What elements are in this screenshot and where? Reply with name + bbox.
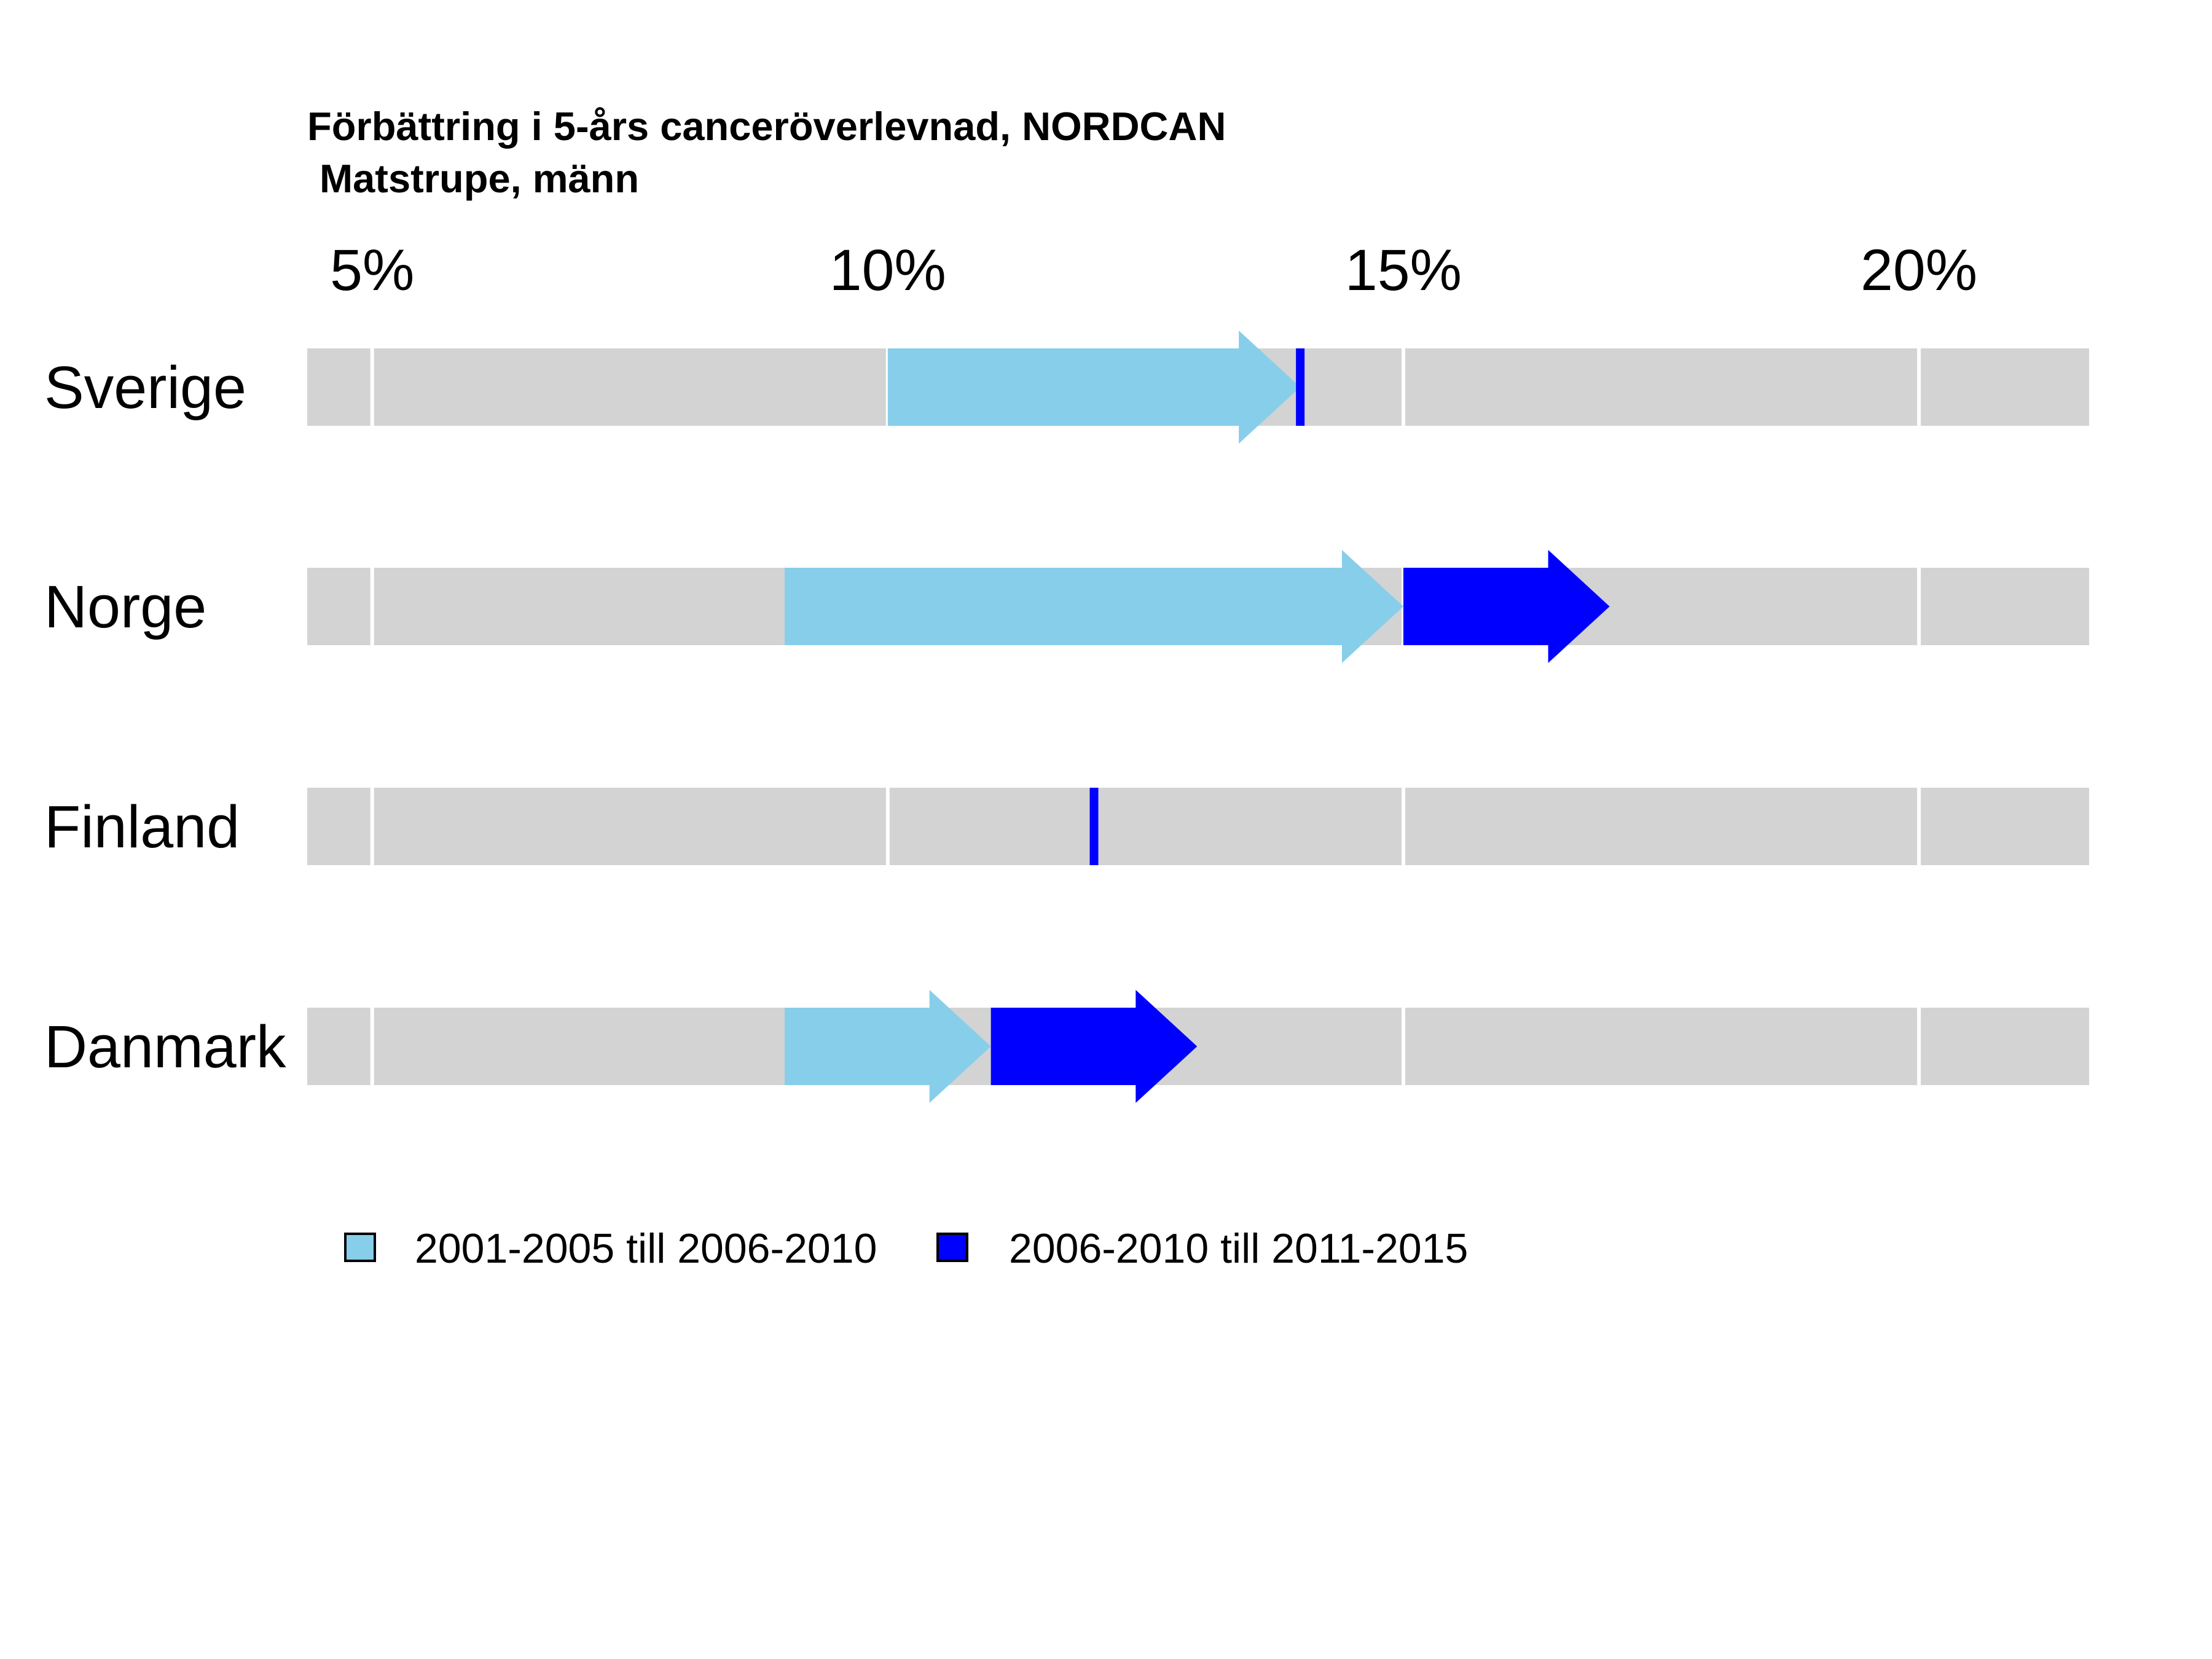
legend-label: 2001-2005 till 2006-2010	[415, 1225, 877, 1272]
arrow-series-2	[1296, 348, 1305, 426]
grid-line	[885, 788, 890, 865]
grid-line	[1917, 568, 1921, 645]
country-label: Sverige	[44, 354, 246, 421]
country-label: Finland	[44, 793, 240, 860]
arrow-series-2	[1089, 788, 1099, 865]
legend-item: 2001-2005 till 2006-2010	[344, 1225, 877, 1272]
x-tick-label: 10%	[830, 238, 946, 303]
grid-line	[370, 348, 374, 426]
arrow-series-1	[785, 550, 1403, 663]
row-band	[307, 788, 2089, 865]
chart-title: Förbättring i 5-års canceröverlevnad, NO…	[307, 104, 1226, 149]
row-norge: Norge	[44, 550, 2089, 663]
arrow-series-2	[1403, 550, 1610, 663]
grid-line	[370, 1008, 374, 1085]
arrow-series-1	[887, 331, 1301, 444]
grid-line	[1917, 1008, 1921, 1085]
legend-label: 2006-2010 till 2011-2015	[1009, 1225, 1468, 1272]
x-axis-ticks: 5% 10% 15% 20%	[330, 238, 1977, 303]
grid-line	[370, 788, 374, 865]
row-finland: Finland	[44, 788, 2089, 865]
grid-line	[1401, 788, 1405, 865]
legend-item: 2006-2010 till 2011-2015	[936, 1225, 1468, 1272]
grid-line	[1401, 1008, 1405, 1085]
legend-swatch	[936, 1233, 968, 1262]
grid-line	[1917, 348, 1921, 426]
row-band	[307, 1008, 2089, 1085]
x-tick-label: 15%	[1345, 238, 1462, 303]
arrow-series-2	[990, 990, 1198, 1103]
grid-line	[370, 568, 374, 645]
grid-line	[1401, 348, 1405, 426]
country-label: Norge	[44, 573, 206, 640]
chart-subtitle: Matstrupe, männ	[320, 156, 639, 201]
x-tick-label: 5%	[330, 238, 414, 303]
x-tick-label: 20%	[1861, 238, 1977, 303]
plot-rows: Sverige Norge Finland Danmark	[44, 331, 2089, 1103]
arrow-series-1	[785, 990, 991, 1103]
grid-line	[1917, 788, 1921, 865]
legend: 2001-2005 till 2006-2010 2006-2010 till 2…	[344, 1225, 1468, 1272]
row-danmark: Danmark	[44, 990, 2089, 1103]
legend-swatch	[344, 1233, 376, 1262]
row-sverige: Sverige	[44, 331, 2089, 444]
country-label: Danmark	[44, 1013, 286, 1080]
